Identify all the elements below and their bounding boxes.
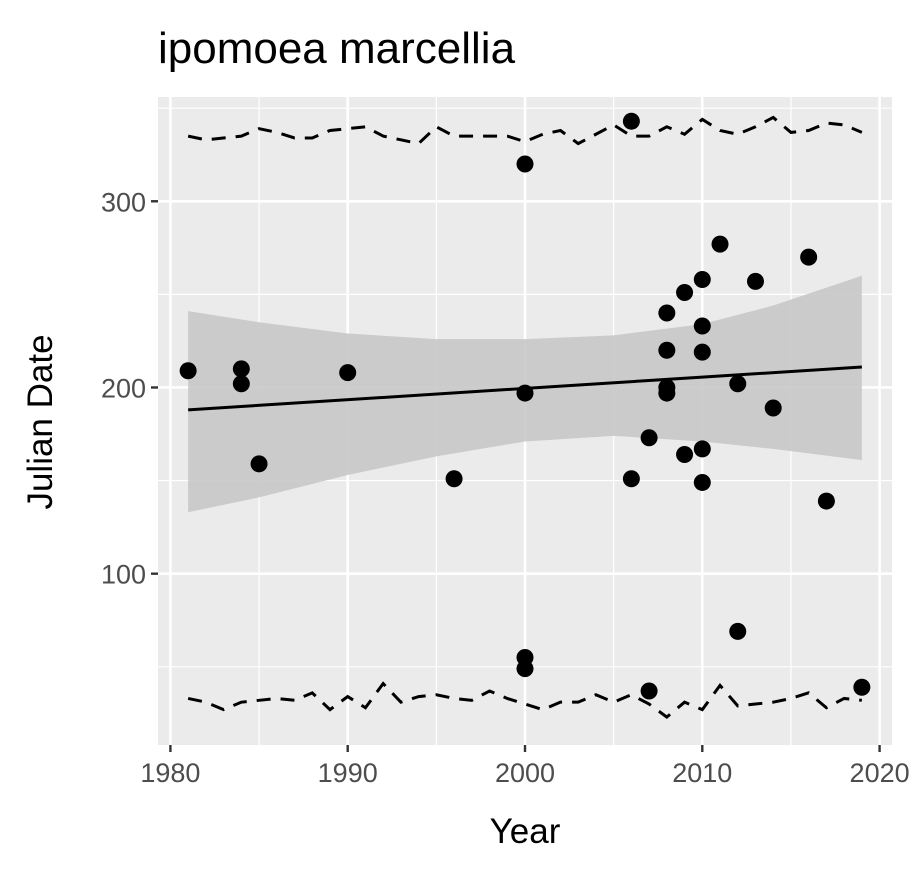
data-point bbox=[516, 155, 534, 173]
y-tick-label: 100 bbox=[101, 560, 146, 590]
data-point bbox=[746, 272, 764, 290]
data-point bbox=[693, 473, 711, 491]
data-point bbox=[693, 270, 711, 288]
data-point bbox=[800, 248, 818, 266]
data-point bbox=[179, 362, 197, 380]
data-point bbox=[729, 375, 747, 393]
data-point bbox=[817, 492, 835, 510]
upper-dashed-line bbox=[187, 115, 863, 146]
data-point bbox=[339, 364, 357, 382]
y-tick-label: 300 bbox=[101, 187, 146, 217]
x-axis-title: Year bbox=[490, 812, 561, 851]
data-point bbox=[250, 455, 268, 473]
data-point bbox=[729, 622, 747, 640]
data-point bbox=[232, 375, 250, 393]
data-point bbox=[622, 112, 640, 130]
data-point bbox=[693, 440, 711, 458]
data-point bbox=[445, 470, 463, 488]
data-point bbox=[693, 343, 711, 361]
data-point bbox=[693, 317, 711, 335]
y-axis: 100 200 300 bbox=[101, 187, 158, 590]
data-points bbox=[179, 112, 871, 700]
data-point bbox=[676, 446, 694, 464]
data-point bbox=[711, 235, 729, 253]
data-point bbox=[640, 682, 658, 700]
lower-dashed-line bbox=[187, 681, 863, 719]
chart-title: ipomoea marcellia bbox=[158, 24, 516, 73]
data-point bbox=[658, 304, 676, 322]
data-point bbox=[764, 399, 782, 417]
data-point bbox=[658, 341, 676, 359]
x-tick-label: 2000 bbox=[495, 758, 555, 788]
y-tick-label: 200 bbox=[101, 373, 146, 403]
data-point bbox=[516, 660, 534, 678]
x-axis: 1980 1990 2000 2010 2020 bbox=[140, 745, 910, 788]
data-point bbox=[658, 384, 676, 402]
data-point bbox=[516, 384, 534, 402]
data-point bbox=[640, 429, 658, 447]
y-axis-title: Julian Date bbox=[21, 334, 60, 509]
data-point bbox=[232, 360, 250, 378]
x-tick-label: 1980 bbox=[140, 758, 200, 788]
x-tick-label: 2010 bbox=[672, 758, 732, 788]
x-tick-label: 2020 bbox=[850, 758, 910, 788]
data-point bbox=[622, 470, 640, 488]
data-point bbox=[676, 284, 694, 302]
x-tick-label: 1990 bbox=[318, 758, 378, 788]
data-point bbox=[853, 678, 871, 696]
